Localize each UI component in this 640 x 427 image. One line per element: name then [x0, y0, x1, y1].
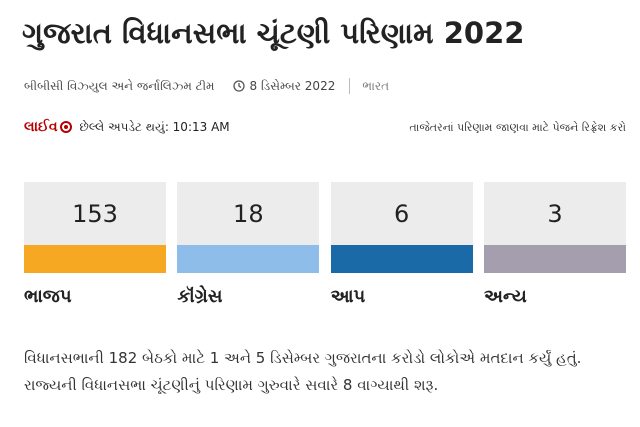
- live-label: લાઈવ: [24, 119, 58, 135]
- seat-count: 6: [330, 182, 473, 245]
- section-link[interactable]: ભારત: [362, 78, 390, 93]
- paragraph: વિધાનસભાની 182 બેઠકો માટે 1 અને 5 ડિસેમ્…: [24, 349, 582, 394]
- date: 8 ડિસેમ્બર 2022: [249, 78, 336, 93]
- party-name: અન્ય: [483, 286, 527, 307]
- seat-count: 3: [483, 182, 626, 245]
- separator: [349, 78, 351, 94]
- result-card: 153 ભાજપ: [24, 182, 166, 307]
- party-name: કૉંગ્રેસ: [177, 286, 223, 307]
- seat-count: 153: [24, 182, 166, 245]
- result-card: 6 આપ: [330, 182, 473, 307]
- refresh-note: તાજેતરનાં પરિણામ જાણવા માટે પેજને રિફ્રે…: [409, 121, 626, 134]
- party-color-bar: [177, 245, 320, 273]
- clock-icon: [232, 80, 245, 92]
- party-color-bar: [483, 245, 626, 273]
- party-color-bar: [24, 245, 166, 273]
- party-color-bar: [330, 245, 473, 273]
- last-updated: છેલ્લે અપડેટ થયું: 10:13 AM: [79, 119, 230, 134]
- result-card: 3 અન્ય: [483, 182, 626, 307]
- live-bar: લાઈવ છેલ્લે અપડેટ થયું: 10:13 AM: [24, 119, 230, 135]
- live-dot: [59, 121, 72, 133]
- party-name: આપ: [330, 286, 366, 307]
- page-title: ગુજરાત વિધાનસભા ચૂંટણી પરિણામ 2022: [22, 16, 525, 50]
- byline: બીબીસી વિઝ્યુલ અને જર્નાલિઝ્મ ટીમ 8 ડિસે…: [24, 78, 389, 94]
- author: બીબીસી વિઝ્યુલ અને જર્નાલિઝ્મ ટીમ: [24, 78, 215, 93]
- results: 153 ભાજપ 18 કૉંગ્રેસ 6 આપ 3 અન્ય: [24, 182, 626, 307]
- party-name: ભાજપ: [24, 286, 72, 307]
- seat-count: 18: [177, 182, 320, 245]
- result-card: 18 કૉંગ્રેસ: [177, 182, 320, 307]
